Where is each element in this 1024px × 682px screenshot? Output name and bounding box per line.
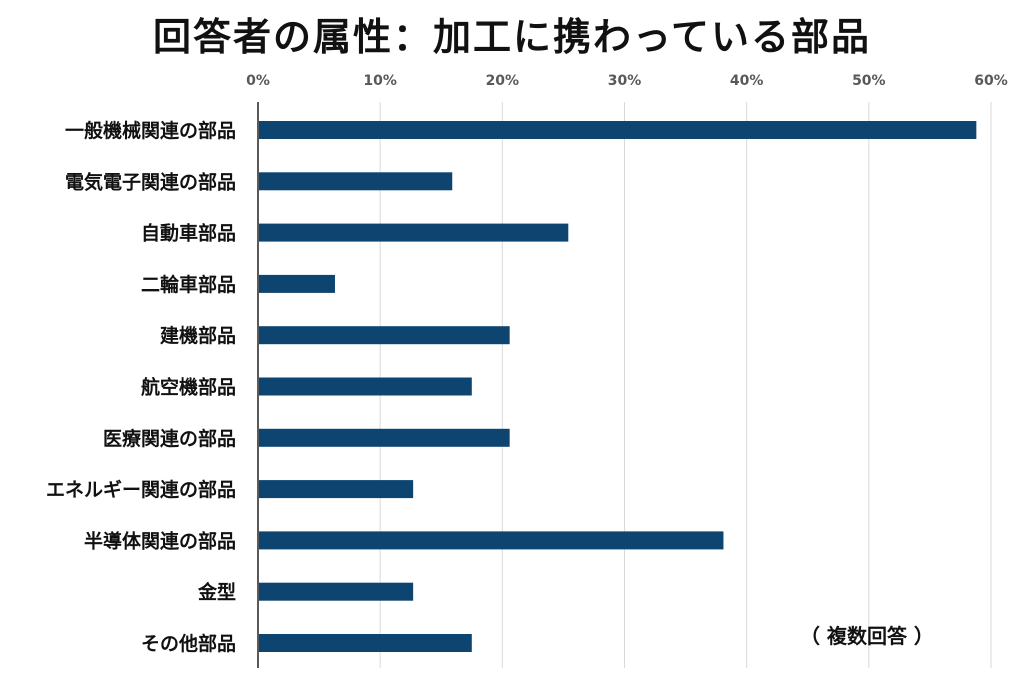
bar xyxy=(258,428,510,447)
category-label: 半導体関連の部品 xyxy=(84,529,236,552)
x-tick-label: 0% xyxy=(246,73,270,89)
category-label: 自動車部品 xyxy=(141,222,236,245)
x-tick-label: 50% xyxy=(852,73,886,89)
chart-note: （ 複数回答 ） xyxy=(800,624,934,648)
x-tick-label: 60% xyxy=(974,73,1008,89)
bar xyxy=(258,326,510,345)
category-label: 医療関連の部品 xyxy=(103,427,236,450)
x-tick-label: 10% xyxy=(363,73,397,89)
bar xyxy=(258,172,453,191)
x-tick-label: 30% xyxy=(608,73,642,89)
bar xyxy=(258,121,977,139)
category-label: 一般機械関連の部品 xyxy=(65,119,236,142)
bar xyxy=(258,480,414,499)
x-tick-label: 40% xyxy=(730,73,764,89)
category-label: 金型 xyxy=(197,581,236,604)
bar xyxy=(258,377,472,396)
x-tick-label: 20% xyxy=(486,73,520,89)
category-label: その他部品 xyxy=(141,632,236,655)
chart-title: 回答者の属性：加工に携わっている部品 xyxy=(152,15,872,59)
category-label: 電気電子関連の部品 xyxy=(65,170,236,193)
category-label: 建機部品 xyxy=(160,324,236,347)
bar xyxy=(258,223,569,242)
category-label: 航空機部品 xyxy=(141,376,236,399)
bar xyxy=(258,634,472,652)
category-label: 二輪車部品 xyxy=(141,273,236,296)
bar xyxy=(258,274,335,293)
bar xyxy=(258,531,724,550)
category-label: エネルギー関連の部品 xyxy=(46,478,236,501)
bar xyxy=(258,582,414,601)
